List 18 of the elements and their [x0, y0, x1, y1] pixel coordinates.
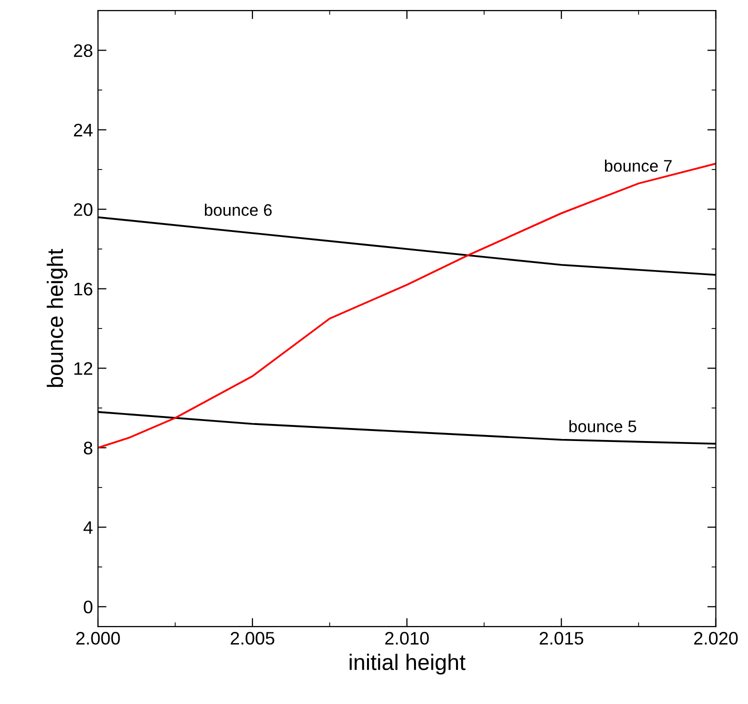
series-label: bounce 6: [204, 204, 272, 216]
x-tick-label: 2.020: [694, 632, 738, 645]
series-label: bounce 5: [569, 420, 636, 432]
x-tick-label: 2.010: [385, 632, 429, 645]
y-tick-label: 4: [84, 521, 93, 534]
x-tick-label: 2.015: [540, 632, 584, 645]
y-tick-label: 28: [74, 44, 92, 58]
y-tick-label: 24: [74, 124, 93, 136]
x-tick-label: 2.005: [230, 632, 274, 645]
y-tick-label: 8: [84, 442, 92, 454]
series-label: bounce 7: [604, 160, 672, 172]
y-tick-label: 12: [74, 362, 92, 375]
y-axis-title: bounce height: [46, 248, 68, 387]
x-tick-label: 2.000: [76, 632, 120, 645]
y-tick-label: 0: [84, 600, 92, 614]
y-tick-label: 16: [74, 282, 92, 296]
y-tick-label: 20: [74, 203, 92, 216]
x-axis-title: initial height: [350, 654, 466, 675]
